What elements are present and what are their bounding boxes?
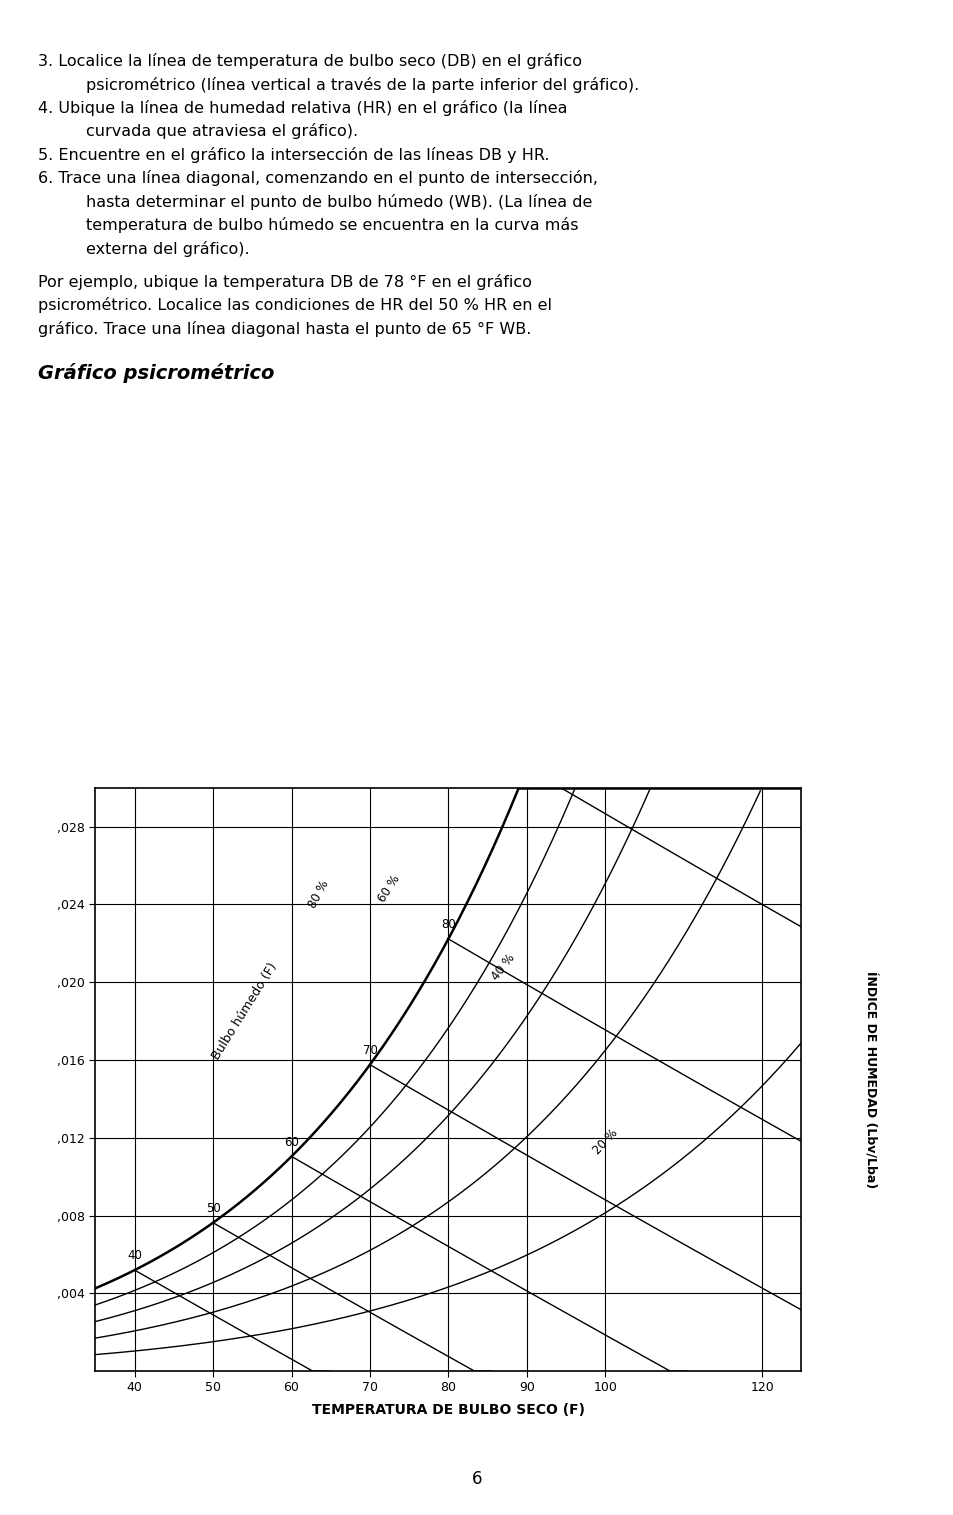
Text: 40 %: 40 % (489, 951, 517, 982)
Text: 5. Encuentre en el gráfico la intersección de las líneas DB y HR.: 5. Encuentre en el gráfico la intersecci… (38, 147, 549, 164)
Text: 60: 60 (284, 1136, 298, 1148)
Text: psicrométrico (línea vertical a través de la parte inferior del gráfico).: psicrométrico (línea vertical a través d… (86, 76, 639, 92)
Text: 80 %: 80 % (306, 879, 332, 911)
Text: hasta determinar el punto de bulbo húmedo (WB). (La línea de: hasta determinar el punto de bulbo húmed… (86, 194, 592, 211)
Text: 40: 40 (127, 1250, 142, 1262)
Text: 6: 6 (471, 1470, 482, 1488)
Text: 70: 70 (362, 1044, 377, 1057)
Text: psicrométrico. Localice las condiciones de HR del 50 % HR en el: psicrométrico. Localice las condiciones … (38, 297, 552, 314)
Text: 4. Ubique la línea de humedad relativa (HR) en el gráfico (la línea: 4. Ubique la línea de humedad relativa (… (38, 100, 567, 117)
Text: curvada que atraviesa el gráfico).: curvada que atraviesa el gráfico). (86, 124, 357, 139)
Text: 6. Trace una línea diagonal, comenzando en el punto de intersección,: 6. Trace una línea diagonal, comenzando … (38, 171, 598, 186)
Text: Gráfico psicrométrico: Gráfico psicrométrico (38, 364, 274, 383)
Text: ÍNDICE DE HUMEDAD (Lbv/Lba): ÍNDICE DE HUMEDAD (Lbv/Lba) (862, 971, 876, 1188)
X-axis label: TEMPERATURA DE BULBO SECO (F): TEMPERATURA DE BULBO SECO (F) (312, 1403, 584, 1417)
Text: 3. Localice la línea de temperatura de bulbo seco (DB) en el gráfico: 3. Localice la línea de temperatura de b… (38, 53, 581, 70)
Text: externa del gráfico).: externa del gráfico). (86, 241, 250, 258)
Text: temperatura de bulbo húmedo se encuentra en la curva más: temperatura de bulbo húmedo se encuentra… (86, 218, 578, 233)
Text: 50: 50 (206, 1201, 220, 1215)
Text: Bulbo húmedo (F): Bulbo húmedo (F) (209, 961, 279, 1062)
Text: gráfico. Trace una línea diagonal hasta el punto de 65 °F WB.: gráfico. Trace una línea diagonal hasta … (38, 321, 531, 336)
Text: 80: 80 (440, 918, 456, 932)
Text: 60 %: 60 % (375, 873, 403, 904)
Text: 20 %: 20 % (590, 1126, 619, 1157)
Text: Por ejemplo, ubique la temperatura DB de 78 °F en el gráfico: Por ejemplo, ubique la temperatura DB de… (38, 274, 532, 289)
